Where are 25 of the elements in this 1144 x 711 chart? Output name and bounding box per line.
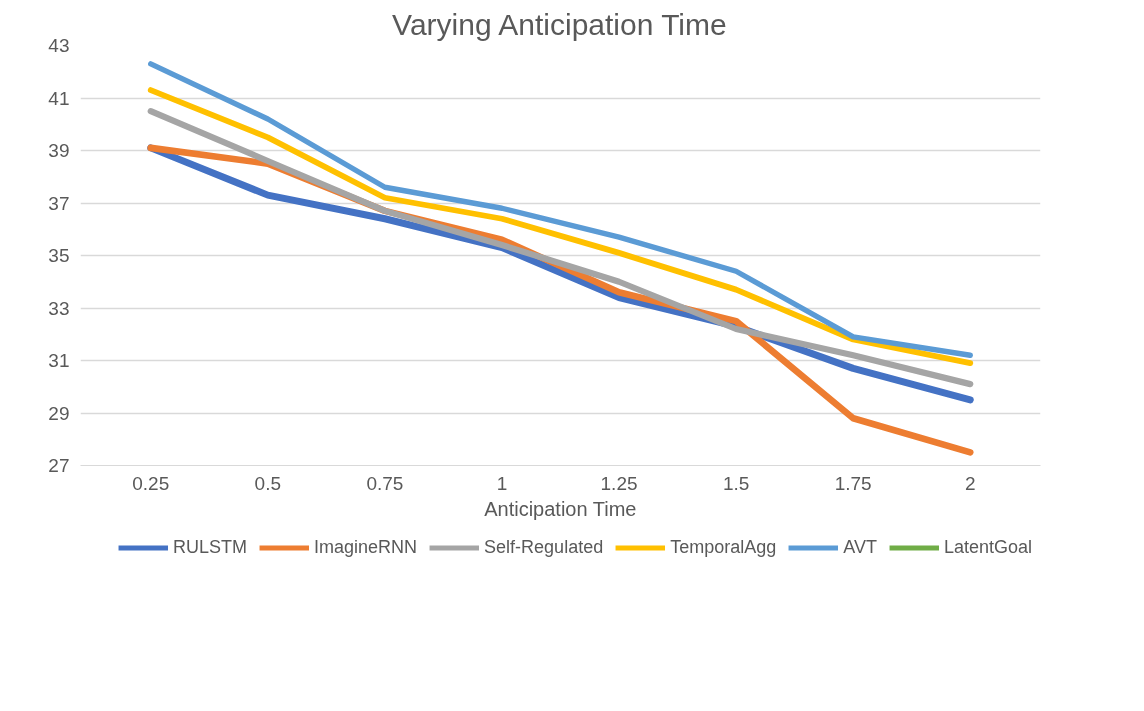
x-tick-label: 0.75 [366, 472, 404, 494]
x-tick-label: 1.75 [834, 472, 872, 494]
y-tick-label: 35 [48, 245, 70, 266]
legend-label: TemporalAgg [670, 536, 777, 558]
y-tick-label: 27 [48, 455, 70, 476]
x-tick-label: 0.5 [254, 472, 282, 494]
chart-title: Varying Anticipation Time [392, 7, 727, 41]
legend-label: ImagineRNN [314, 536, 418, 558]
y-tick-label: 39 [48, 140, 70, 161]
x-tick-label: 2 [964, 472, 976, 494]
legend-label: Self-Regulated [484, 536, 604, 558]
y-tick-label: 43 [48, 35, 70, 56]
y-tick-label: 37 [48, 192, 70, 214]
legend-label: RULSTM [173, 536, 248, 558]
y-tick-label: 33 [48, 297, 70, 319]
x-tick-label: 1.25 [600, 472, 638, 494]
y-tick-label: 29 [48, 402, 70, 424]
x-tick-label: 0.25 [132, 472, 170, 494]
y-tick-label: 41 [48, 87, 70, 109]
x-axis-title: Anticipation Time [484, 497, 637, 520]
legend-label: LatentGoal [943, 536, 1032, 558]
y-tick-label: 31 [48, 350, 70, 371]
x-tick-label: 1.5 [722, 472, 750, 494]
x-tick-label: 1 [496, 472, 508, 494]
legend-label: AVT [843, 536, 877, 558]
